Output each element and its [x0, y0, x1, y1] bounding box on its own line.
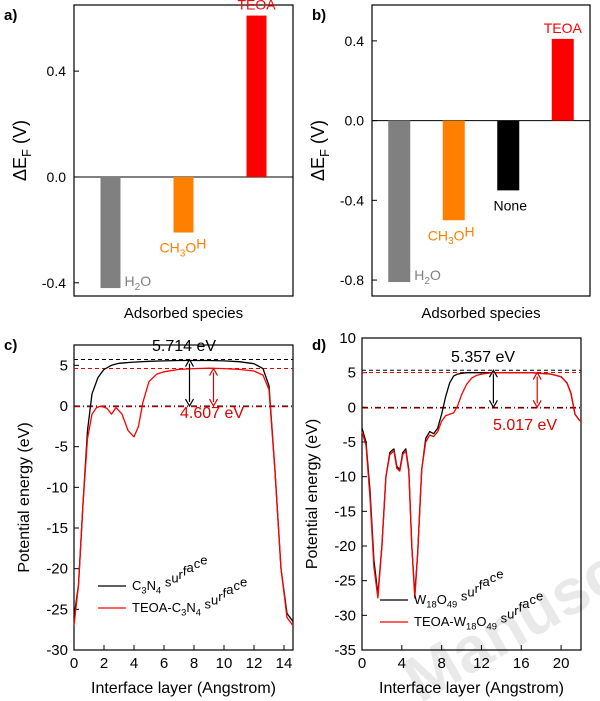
panel-2: c) 0 2 4 6 8 10 12 14 5 0 -5 -10 -15 -20 -25 -30 5.714 eV…	[4, 337, 294, 697]
plot-frame	[371, 4, 591, 297]
y-tick-label: -10	[334, 469, 356, 486]
x-tick-label: 10	[216, 655, 233, 672]
y-tick-label: -5	[343, 434, 356, 451]
work-function-arrow-head	[184, 358, 195, 367]
y-tick-label: -0.8	[340, 272, 364, 288]
y-tick-label: 0	[348, 399, 356, 416]
annotation: 5.357 eV	[451, 349, 515, 366]
y-tick-label: -0.4	[42, 275, 66, 291]
x-tick-label: 20	[553, 655, 570, 672]
bar-label: None	[494, 197, 528, 213]
y-tick-label: 0.0	[47, 169, 67, 185]
work-function-arrow-head	[488, 400, 498, 409]
y-tick-label: -0.4	[340, 192, 364, 208]
y-tick-label: 0.4	[47, 63, 67, 79]
work-function-arrow-head	[184, 398, 195, 408]
bar-label: H2O	[125, 273, 152, 293]
x-tick-label: 0	[70, 655, 78, 672]
panel-1: b) -0.8 -0.4 0.0 0.4 H2O CH3OH None TEOA Adsorbed…	[308, 4, 591, 322]
y-tick-label: -20	[46, 561, 68, 578]
y-axis-label: ΔEF (V)	[10, 120, 34, 181]
y-tick-label: 5	[348, 365, 356, 382]
x-tick-label: 2	[100, 655, 108, 672]
bar	[497, 120, 520, 191]
y-tick-label: -30	[334, 607, 356, 624]
x-tick-label: 0	[358, 655, 366, 672]
y-tick-label: -30	[46, 642, 68, 659]
bar	[246, 15, 267, 177]
plot-frame	[361, 337, 582, 651]
annotation: 5.017 eV	[493, 417, 557, 434]
y-tick-label: -15	[46, 520, 68, 537]
x-tick-label: 8	[437, 655, 445, 672]
panel-label: b)	[312, 7, 326, 24]
bar-label: CH3OH	[160, 236, 207, 260]
x-axis-label: Interface layer (Angstrom)	[379, 680, 564, 697]
y-tick-label: 0.0	[345, 113, 365, 129]
annotation: 5.714 eV	[152, 338, 216, 355]
panel-0: a) -0.4 0.0 0.4 H2O CH3OH TEOA Adsorbed species…	[4, 0, 294, 322]
y-axis-label: Potential energy (eV)	[304, 419, 321, 569]
x-tick-label: 14	[276, 655, 293, 672]
bar-label: TEOA	[237, 0, 276, 13]
y-tick-label: 0.4	[345, 33, 365, 49]
panels: a) -0.4 0.0 0.4 H2O CH3OH TEOA Adsorbed species…	[4, 0, 591, 697]
plot-frame	[73, 344, 294, 651]
panel-label: a)	[4, 7, 17, 24]
bar	[173, 176, 194, 233]
y-axis-label: ΔEF (V)	[308, 120, 332, 181]
panel-3: d) 0 4 8 12 16 20 10 5 0 -5 -10 -15 -20 -25 -30 -35 5.357…	[304, 330, 582, 697]
x-tick-label: 16	[513, 655, 530, 672]
legend-label: W18O49 surface	[414, 567, 504, 610]
work-function-arrow-head	[532, 400, 542, 409]
bar	[551, 38, 574, 121]
y-tick-label: -25	[46, 601, 68, 618]
panel-label: d)	[312, 337, 326, 354]
y-tick-label: -10	[46, 479, 68, 496]
bar-label: H2O	[414, 267, 441, 287]
x-axis-label: Adsorbed species	[421, 305, 540, 322]
x-tick-label: 4	[130, 655, 138, 672]
bar	[442, 120, 465, 221]
bar	[100, 176, 121, 289]
work-function-arrow-head	[208, 367, 219, 376]
x-axis-label: Interface layer (Angstrom)	[91, 680, 276, 697]
x-tick-label: 12	[473, 655, 490, 672]
series-line	[73, 359, 294, 622]
bar-label: CH3OH	[428, 223, 475, 247]
panel-label: c)	[4, 337, 17, 354]
x-tick-label: 12	[246, 655, 263, 672]
x-tick-label: 8	[190, 655, 198, 672]
work-function-arrow-head	[208, 398, 219, 408]
x-tick-label: 4	[398, 655, 406, 672]
y-tick-label: -5	[55, 439, 68, 456]
work-function-arrow-head	[488, 368, 498, 378]
bar	[388, 120, 411, 283]
work-function-arrow-head	[532, 371, 542, 380]
x-axis-label: Adsorbed species	[124, 305, 243, 322]
legend-label: TEOA-W18O49 surface	[414, 589, 543, 632]
legend-label: TEOA-C3N4 surface	[132, 575, 247, 618]
bar-label: TEOA	[544, 20, 583, 36]
y-tick-label: 5	[60, 357, 68, 374]
legend-label: C3N4 surface	[132, 553, 207, 596]
plot-frame	[73, 4, 294, 297]
series-line	[73, 367, 294, 626]
y-tick-label: 10	[339, 330, 356, 347]
x-tick-label: 6	[160, 655, 168, 672]
y-tick-label: -25	[334, 573, 356, 590]
y-axis-label: Potential energy (eV)	[16, 422, 33, 572]
series-line	[361, 372, 582, 596]
y-tick-label: 0	[60, 398, 68, 415]
annotation: 4.607 eV	[180, 405, 244, 422]
y-tick-label: -35	[334, 642, 356, 659]
y-tick-label: -20	[334, 538, 356, 555]
y-tick-label: -15	[334, 503, 356, 520]
